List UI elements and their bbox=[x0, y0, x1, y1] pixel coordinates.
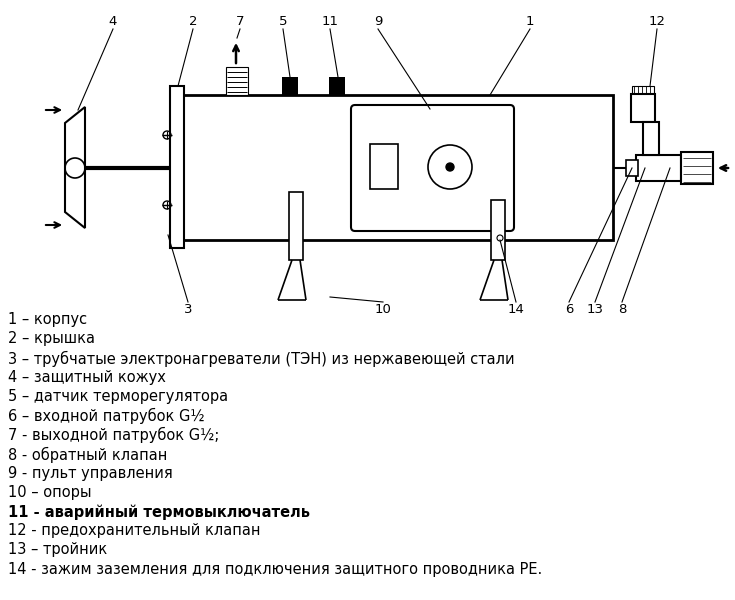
Bar bbox=[329, 77, 345, 95]
Text: 10 – опоры: 10 – опоры bbox=[8, 485, 91, 500]
Text: 4 – защитный кожух: 4 – защитный кожух bbox=[8, 370, 166, 385]
Bar bbox=[643, 122, 659, 155]
Circle shape bbox=[446, 163, 454, 171]
Text: 10: 10 bbox=[375, 303, 392, 316]
Text: 5 – датчик терморегулятора: 5 – датчик терморегулятора bbox=[8, 389, 228, 404]
Text: 5: 5 bbox=[279, 15, 287, 28]
Text: 6: 6 bbox=[564, 303, 573, 316]
Text: 4: 4 bbox=[109, 15, 117, 28]
Bar bbox=[170, 86, 184, 248]
Text: 11 - аварийный термовыключатель: 11 - аварийный термовыключатель bbox=[8, 504, 310, 520]
Bar bbox=[636, 155, 681, 181]
Text: 3 – трубчатые электронагреватели (ТЭН) из нержавеющей стали: 3 – трубчатые электронагреватели (ТЭН) и… bbox=[8, 350, 514, 367]
Text: 6 – входной патрубок G½: 6 – входной патрубок G½ bbox=[8, 408, 204, 424]
Text: 2: 2 bbox=[189, 15, 197, 28]
Text: 8: 8 bbox=[618, 303, 626, 316]
Text: 7 - выходной патрубок G½;: 7 - выходной патрубок G½; bbox=[8, 427, 219, 443]
Text: 12: 12 bbox=[648, 15, 665, 28]
Bar bbox=[370, 144, 398, 189]
Bar bbox=[626, 160, 638, 176]
Text: 13 – тройник: 13 – тройник bbox=[8, 542, 107, 557]
Text: 9: 9 bbox=[374, 15, 382, 28]
Text: 13: 13 bbox=[587, 303, 603, 316]
Text: 14: 14 bbox=[508, 303, 525, 316]
Text: 11: 11 bbox=[321, 15, 339, 28]
Bar bbox=[632, 86, 654, 94]
Bar bbox=[226, 67, 248, 95]
Text: 12 - предохранительный клапан: 12 - предохранительный клапан bbox=[8, 523, 260, 538]
FancyBboxPatch shape bbox=[351, 105, 514, 231]
Text: 3: 3 bbox=[184, 303, 193, 316]
Text: 8 - обратный клапан: 8 - обратный клапан bbox=[8, 446, 168, 463]
Text: 2 – крышка: 2 – крышка bbox=[8, 331, 95, 346]
Bar bbox=[282, 77, 298, 95]
Text: 7: 7 bbox=[236, 15, 244, 28]
Text: 1 – корпус: 1 – корпус bbox=[8, 312, 87, 327]
Bar bbox=[681, 152, 713, 184]
Text: 9 - пульт управления: 9 - пульт управления bbox=[8, 466, 173, 481]
Text: 1: 1 bbox=[526, 15, 534, 28]
Bar bbox=[491, 200, 505, 260]
Bar bbox=[631, 94, 655, 122]
Bar bbox=[289, 192, 303, 260]
Polygon shape bbox=[65, 107, 85, 228]
Bar bbox=[183, 95, 613, 240]
Text: 14 - зажим заземления для подключения защитного проводника PE.: 14 - зажим заземления для подключения за… bbox=[8, 562, 542, 577]
